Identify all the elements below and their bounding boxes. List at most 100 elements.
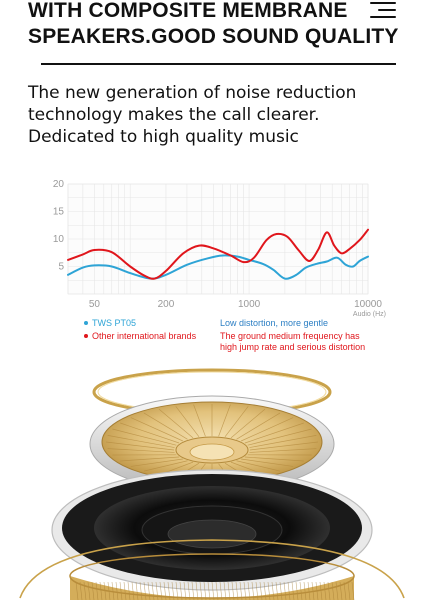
- menu-icon[interactable]: [368, 0, 396, 22]
- speaker-exploded-view: [19, 368, 405, 600]
- coil-line: [119, 581, 123, 600]
- note-low-distortion: Low distortion, more gentle: [220, 318, 329, 328]
- diaphragm-rib: [236, 412, 281, 440]
- legend-label-tws: TWS PT05: [92, 318, 137, 328]
- chart-ticks: 5 10 15 20 50 200 1000 10000: [53, 179, 382, 310]
- legend-item-other: Other international brands: [84, 331, 196, 342]
- coil-line: [283, 581, 287, 600]
- diaphragm-rib: [105, 441, 175, 451]
- title-divider: [41, 63, 396, 65]
- coil-line: [151, 581, 155, 600]
- coil-line: [75, 581, 79, 600]
- coil-line: [87, 581, 91, 600]
- coil-line: [203, 581, 207, 600]
- diaphragm-rib: [249, 435, 317, 448]
- diaphragm-rib: [247, 428, 312, 446]
- coil-line: [299, 581, 303, 600]
- description-line-1: The new generation of noise reduction: [28, 83, 357, 103]
- diaphragm-rib: [130, 458, 183, 467]
- diaphragm-rib: [230, 408, 266, 439]
- diaphragm-rib: [236, 460, 281, 472]
- dust-cap: [167, 519, 257, 549]
- coil-line: [343, 581, 347, 600]
- y-tick-label: 5: [58, 262, 64, 273]
- coil-line: [95, 581, 99, 600]
- coil-line: [219, 581, 223, 600]
- legend-dot-tws: [84, 320, 88, 325]
- coil-line: [215, 581, 219, 600]
- coil-line: [227, 581, 231, 600]
- diaphragm-rib: [130, 417, 184, 442]
- coil-line: [271, 581, 275, 600]
- coil-line: [323, 581, 327, 600]
- coil-line: [143, 581, 147, 600]
- diaphragm-rib: [175, 406, 200, 438]
- coil-line: [287, 581, 291, 600]
- x-axis-label: Audio (Hz): [353, 311, 386, 318]
- description-line-2: technology makes the call clearer.: [28, 105, 320, 125]
- coil-line: [199, 581, 203, 600]
- coil-line: [347, 581, 351, 600]
- coil-line: [307, 581, 311, 600]
- series-line-1: [67, 254, 369, 280]
- description-text: The new generation of noise reduction te…: [28, 82, 408, 148]
- gold-ring-bottom: [19, 539, 405, 599]
- heading-line-2: SPEAKERS.GOOD SOUND QUALITY: [28, 25, 399, 48]
- coil-line: [291, 581, 295, 600]
- diaphragm-rib: [143, 460, 188, 472]
- note-distortion-line-2: high jump rate and serious distortion: [220, 342, 366, 352]
- coil-line: [211, 581, 215, 600]
- coil-line: [99, 581, 103, 600]
- diaphragm-rib: [143, 412, 188, 440]
- coil-line: [303, 581, 307, 600]
- coil-line: [191, 581, 195, 600]
- coil-line: [327, 581, 331, 600]
- x-tick-label: 10000: [354, 299, 382, 310]
- diaphragm-rib: [244, 422, 304, 444]
- y-tick-label: 15: [53, 207, 65, 218]
- diaphragm-rib: [224, 406, 249, 438]
- coil-line: [91, 581, 95, 600]
- coil-line: [123, 581, 127, 600]
- coil-line: [331, 581, 335, 600]
- diaphragm-rib: [240, 417, 294, 442]
- coil-line: [295, 581, 299, 600]
- coil-line: [195, 581, 199, 600]
- coil-line: [207, 581, 211, 600]
- coil-line: [231, 581, 235, 600]
- coil-line: [335, 581, 339, 600]
- x-tick-label: 50: [89, 299, 101, 310]
- diaphragm-rib: [120, 456, 180, 462]
- description-line-3: Dedicated to high quality music: [28, 127, 299, 147]
- y-tick-label: 20: [53, 179, 65, 190]
- diaphragm-rib: [241, 458, 294, 467]
- x-tick-label: 200: [158, 299, 175, 310]
- coil-line: [223, 581, 227, 600]
- y-tick-label: 10: [53, 234, 65, 245]
- chart-grid: [67, 183, 369, 295]
- diaphragm-rib: [120, 422, 180, 444]
- diaphragm-rib: [193, 404, 206, 437]
- coil-line: [351, 581, 355, 600]
- coil-line: [275, 581, 279, 600]
- coil-line: [279, 581, 283, 600]
- coil-line: [319, 581, 323, 600]
- coil-line: [187, 581, 191, 600]
- diaphragm-rib: [158, 408, 194, 439]
- diaphragm-rib: [249, 448, 317, 453]
- diaphragm-rib: [107, 435, 175, 448]
- x-tick-label: 1000: [238, 299, 261, 310]
- diaphragm-rib: [112, 428, 177, 446]
- coil-line: [135, 581, 139, 600]
- coil-line: [127, 581, 131, 600]
- coil-line: [139, 581, 143, 600]
- note-distortion-line-1: The ground medium frequency has: [220, 331, 360, 341]
- coil-line: [131, 581, 135, 600]
- diaphragm-rib: [107, 448, 175, 453]
- heading-line-1: WITH COMPOSITE MEMBRANE: [28, 0, 348, 22]
- coil-line: [111, 581, 115, 600]
- coil-line: [147, 581, 151, 600]
- coil-line: [115, 581, 119, 600]
- section-heading: WITH COMPOSITE MEMBRANE SPEAKERS.GOOD SO…: [28, 0, 399, 50]
- coil-line: [267, 581, 271, 600]
